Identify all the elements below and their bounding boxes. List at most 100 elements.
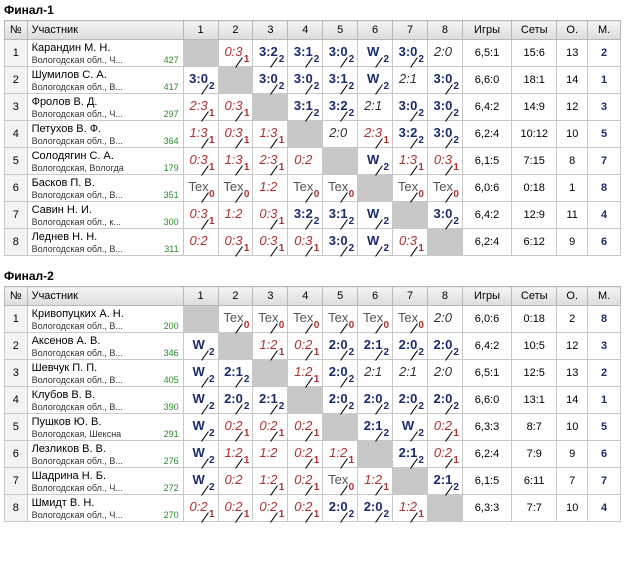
match-result-cell[interactable]: 3:0 2 <box>426 93 463 122</box>
match-result-cell[interactable]: 3:1 2 <box>322 66 359 95</box>
match-result-cell[interactable]: 1:2 <box>217 201 254 229</box>
match-result-cell[interactable]: 0:3 1 <box>217 228 254 257</box>
player-cell[interactable]: Лезликов В. В. Вологодская обл., В... 276 <box>26 440 184 468</box>
player-name-link[interactable]: Шадрина Н. Б. <box>31 470 107 482</box>
match-result-cell[interactable]: 3:0 2 <box>426 201 463 230</box>
header-sets[interactable]: Сеты <box>511 20 558 40</box>
match-result-cell[interactable]: 0:3 1 <box>392 228 428 257</box>
match-result-cell[interactable]: Tex 0 <box>322 467 359 496</box>
player-name-link[interactable]: Шевчук П. П. <box>31 362 98 374</box>
match-result-cell[interactable]: 3:0 2 <box>287 66 324 95</box>
match-result-cell[interactable]: 2:1 2 <box>357 413 394 442</box>
player-name-link[interactable]: Савин Н. И. <box>31 204 92 216</box>
player-cell[interactable]: Шумилов С. А. Вологодская обл., В... 417 <box>26 66 184 94</box>
match-result-cell[interactable]: 1:2 1 <box>322 440 359 469</box>
player-name-link[interactable]: Солодягин С. А. <box>31 150 114 162</box>
header-points[interactable]: О. <box>556 20 589 40</box>
player-name-link[interactable]: Аксенов А. В. <box>31 335 101 347</box>
match-result-cell[interactable]: 2:0 2 <box>322 386 359 415</box>
match-result-cell[interactable]: Tex 0 <box>322 174 359 203</box>
match-result-cell[interactable]: Tex 0 <box>217 305 254 334</box>
match-result-cell[interactable]: 2:0 2 <box>322 359 359 388</box>
match-result-cell[interactable]: Tex 0 <box>322 305 359 334</box>
match-result-cell[interactable]: Tex 0 <box>287 305 324 334</box>
player-name-link[interactable]: Кривопуцких А. Н. <box>31 308 124 320</box>
player-name-link[interactable]: Шумилов С. А. <box>31 69 107 81</box>
player-cell[interactable]: Басков П. В. Вологодская обл., В... 351 <box>26 174 184 202</box>
match-result-cell[interactable]: 2:0 2 <box>392 332 428 361</box>
player-cell[interactable]: Пушков Ю. В. Вологодская, Шексна 291 <box>26 413 184 441</box>
match-result-cell[interactable]: 1:2 1 <box>392 494 428 523</box>
match-result-cell[interactable]: 2:1 <box>392 66 428 94</box>
player-name-link[interactable]: Леднев Н. Н. <box>31 231 98 243</box>
player-name-link[interactable]: Лезликов В. В. <box>31 443 106 455</box>
match-result-cell[interactable]: 0:2 1 <box>287 332 324 361</box>
match-result-cell[interactable]: 3:2 2 <box>322 93 359 122</box>
player-name-link[interactable]: Пушков Ю. В. <box>31 416 102 428</box>
match-result-cell[interactable]: 2:0 <box>322 120 359 148</box>
match-result-cell[interactable]: 2:0 2 <box>426 386 463 415</box>
match-result-cell[interactable]: 3:1 2 <box>322 201 359 230</box>
match-result-cell[interactable]: 0:2 1 <box>426 413 463 442</box>
player-cell[interactable]: Шмидт В. Н. Вологодская обл., Ч... 270 <box>26 494 184 522</box>
player-name-link[interactable]: Шмидт В. Н. <box>31 497 95 509</box>
match-result-cell[interactable]: 2:1 2 <box>217 359 254 388</box>
player-cell[interactable]: Леднев Н. Н. Вологодская обл., В... 311 <box>26 228 184 256</box>
match-result-cell[interactable]: Tex 0 <box>392 305 428 334</box>
match-result-cell[interactable]: 0:2 1 <box>252 413 289 442</box>
match-result-cell[interactable]: 2:1 2 <box>392 440 428 469</box>
match-result-cell[interactable]: 0:2 1 <box>426 440 463 469</box>
match-result-cell[interactable]: 2:0 2 <box>357 386 394 415</box>
match-result-cell[interactable]: 0:3 1 <box>217 39 254 68</box>
player-cell[interactable]: Петухов В. Ф. Вологодская обл., В... 364 <box>26 120 184 148</box>
header-sets[interactable]: Сеты <box>511 286 558 306</box>
match-result-cell[interactable]: 3:2 2 <box>392 120 428 149</box>
match-result-cell[interactable]: 3:2 2 <box>252 39 289 68</box>
match-result-cell[interactable]: Tex 0 <box>357 305 394 334</box>
player-cell[interactable]: Савин Н. И. Вологодская обл., к... 300 <box>26 201 184 229</box>
match-result-cell[interactable]: 3:0 2 <box>392 39 428 68</box>
match-result-cell[interactable]: 3:0 2 <box>322 228 359 257</box>
match-result-cell[interactable]: 1:2 1 <box>252 332 289 361</box>
match-result-cell[interactable]: 0:3 1 <box>252 228 289 257</box>
match-result-cell[interactable]: 3:0 2 <box>322 39 359 68</box>
match-result-cell[interactable]: 2:1 <box>392 359 428 387</box>
match-result-cell[interactable]: 3:2 2 <box>287 201 324 230</box>
match-result-cell[interactable]: 2:0 2 <box>357 494 394 523</box>
player-cell[interactable]: Фролов В. Д. Вологодская обл., Ч... 297 <box>26 93 184 121</box>
player-cell[interactable]: Карандин М. Н. Вологодская обл., Ч... 427 <box>26 39 184 67</box>
player-name-link[interactable]: Басков П. В. <box>31 177 95 189</box>
match-result-cell[interactable]: 2:3 1 <box>252 147 289 176</box>
match-result-cell[interactable]: 3:0 2 <box>426 66 463 95</box>
match-result-cell[interactable]: 0:3 1 <box>182 147 219 176</box>
match-result-cell[interactable]: 2:0 2 <box>217 386 254 415</box>
match-result-cell[interactable]: 2:0 <box>426 39 463 67</box>
match-result-cell[interactable]: 0:2 1 <box>287 413 324 442</box>
match-result-cell[interactable]: 2:1 <box>357 359 394 387</box>
match-result-cell[interactable]: 1:2 1 <box>252 467 289 496</box>
player-cell[interactable]: Солодягин С. А. Вологодская, Вологда 179 <box>26 147 184 175</box>
match-result-cell[interactable]: 1:3 1 <box>217 147 254 176</box>
match-result-cell[interactable]: 3:1 2 <box>287 93 324 122</box>
match-result-cell[interactable]: 2:1 2 <box>252 386 289 415</box>
player-name-link[interactable]: Клубов В. В. <box>31 389 96 401</box>
match-result-cell[interactable]: 2:0 2 <box>322 332 359 361</box>
match-result-cell[interactable]: Tex 0 <box>426 174 463 203</box>
match-result-cell[interactable]: 0:2 1 <box>217 413 254 442</box>
match-result-cell[interactable]: 0:2 <box>217 467 254 495</box>
player-cell[interactable]: Клубов В. В. Вологодская обл., В... 390 <box>26 386 184 414</box>
match-result-cell[interactable]: 2:0 2 <box>426 332 463 361</box>
match-result-cell[interactable]: 2:0 2 <box>392 386 428 415</box>
player-name-link[interactable]: Фролов В. Д. <box>31 96 98 108</box>
player-cell[interactable]: Шевчук П. П. Вологодская обл., В... 405 <box>26 359 184 387</box>
player-name-link[interactable]: Карандин М. Н. <box>31 42 111 54</box>
match-result-cell[interactable]: 3:1 2 <box>287 39 324 68</box>
